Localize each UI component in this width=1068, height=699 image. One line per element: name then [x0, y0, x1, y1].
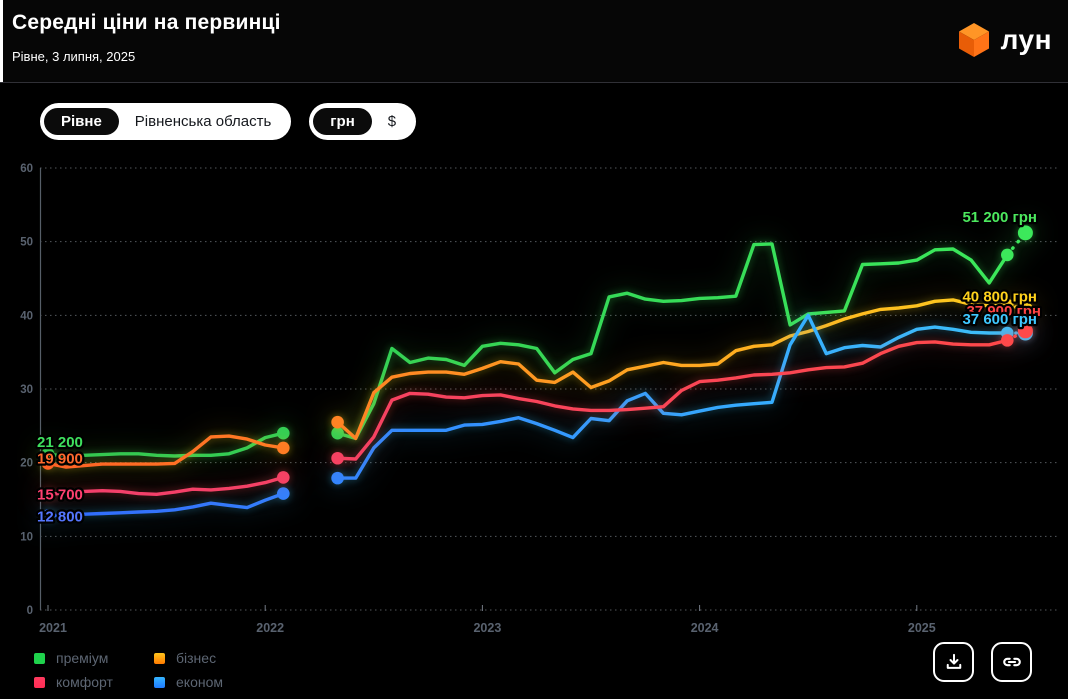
series-endpoint-dot — [331, 416, 344, 429]
legend-label: економ — [176, 674, 223, 690]
end-price-label: 51 200 грн — [962, 209, 1037, 226]
series-endpoint-dot — [277, 427, 290, 440]
legend-item-4[interactable]: економ — [154, 670, 223, 694]
end-price-label: 40 800 грн — [962, 288, 1037, 305]
y-tick-label: 50 — [20, 237, 33, 249]
legend-item-1[interactable]: преміум — [34, 646, 146, 670]
start-price-label: 21 200 — [37, 434, 83, 451]
series-endpoint-dot — [1001, 334, 1014, 347]
y-tick-label: 40 — [20, 310, 33, 322]
x-tick-label: 2022 — [256, 621, 284, 635]
series-endpoint-dot — [277, 487, 290, 500]
x-tick-label: 2021 — [39, 621, 67, 635]
legend-label: бізнес — [176, 650, 216, 666]
y-tick-label: 10 — [20, 531, 33, 543]
series-biznes — [42, 299, 1033, 470]
series-endpoint-dot — [331, 427, 344, 440]
app-root: Середні ціни на первинці Рівне, 3 липня,… — [0, 0, 1068, 699]
legend-item-2[interactable]: бізнес — [154, 646, 223, 670]
x-tick-label: 2023 — [473, 621, 501, 635]
download-icon — [944, 652, 964, 672]
series-line — [338, 244, 1008, 439]
chart-legend: преміум бізнес комфорт економ — [34, 646, 223, 694]
series-line — [48, 436, 283, 467]
series-endpoint-dot — [277, 442, 290, 455]
start-price-label: 15 700 — [37, 486, 83, 503]
series-endpoint-dot — [331, 472, 344, 485]
series-endpoint-dot — [1018, 225, 1033, 240]
price-chart: 01020304050602021202220232024202521 2001… — [0, 0, 1068, 699]
y-tick-label: 30 — [20, 384, 33, 396]
download-button[interactable] — [933, 642, 974, 682]
x-tick-label: 2025 — [908, 621, 936, 635]
legend-swatch — [154, 653, 165, 664]
series-endpoint-dot — [277, 471, 290, 484]
series-line — [48, 494, 283, 516]
chart-actions — [933, 642, 1032, 682]
legend-label: преміум — [56, 650, 108, 666]
series-line — [338, 300, 1008, 439]
series-line — [48, 433, 283, 457]
start-price-label: 19 900 — [37, 450, 83, 467]
series-line — [48, 477, 283, 494]
legend-swatch — [154, 677, 165, 688]
y-tick-label: 60 — [20, 163, 33, 175]
legend-label: комфорт — [56, 674, 113, 690]
copy-link-button[interactable] — [991, 642, 1032, 682]
legend-item-3[interactable]: комфорт — [34, 670, 146, 694]
link-icon — [1001, 651, 1023, 673]
y-tick-label: 20 — [20, 458, 33, 470]
x-tick-label: 2024 — [691, 621, 719, 635]
series-endpoint-dot — [331, 452, 344, 465]
start-price-label: 12 800 — [37, 509, 83, 526]
legend-swatch — [34, 653, 45, 664]
y-tick-label: 0 — [27, 605, 33, 617]
end-price-label: 37 600 грн — [962, 311, 1037, 328]
series-endpoint-dot — [1001, 249, 1014, 262]
legend-swatch — [34, 677, 45, 688]
